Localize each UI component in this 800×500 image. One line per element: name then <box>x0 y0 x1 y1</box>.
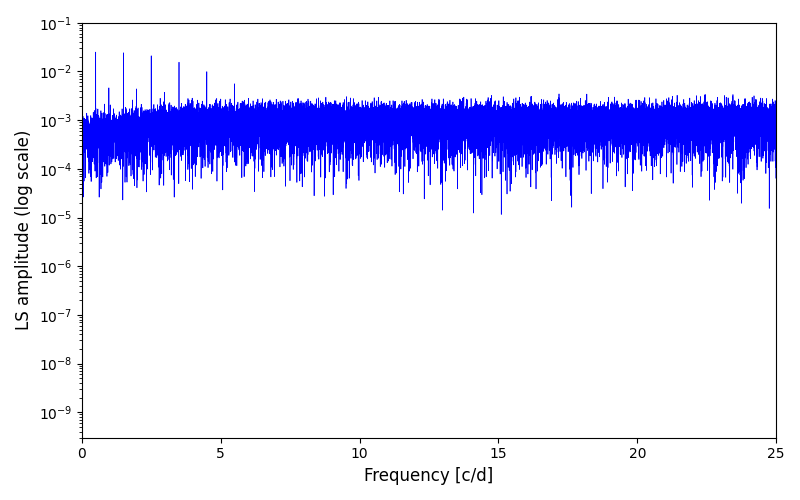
X-axis label: Frequency [c/d]: Frequency [c/d] <box>364 467 494 485</box>
Y-axis label: LS amplitude (log scale): LS amplitude (log scale) <box>15 130 33 330</box>
